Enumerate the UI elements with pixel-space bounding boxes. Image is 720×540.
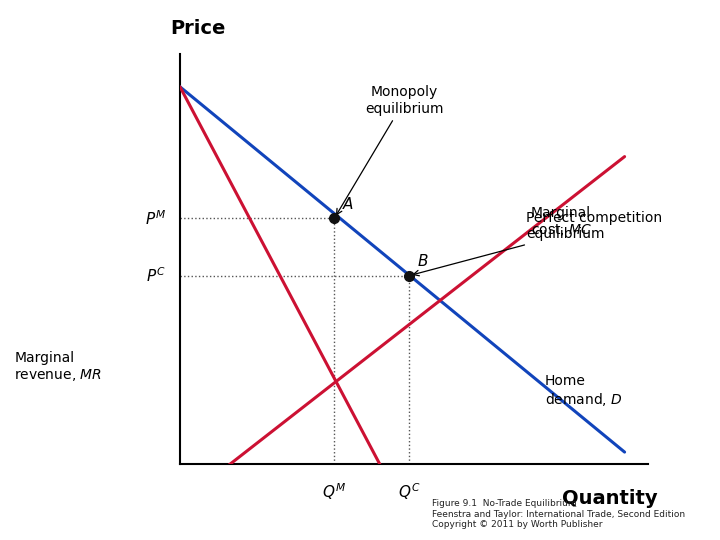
Text: $Q^C$: $Q^C$ — [398, 481, 420, 502]
Text: $P^M$: $P^M$ — [145, 209, 166, 227]
Text: $P^C$: $P^C$ — [146, 266, 166, 285]
Text: B: B — [418, 254, 428, 269]
Text: $Q^M$: $Q^M$ — [323, 481, 346, 502]
Text: Figure 9.1  No-Trade Equilibrium
Feenstra and Taylor: International Trade, Secon: Figure 9.1 No-Trade Equilibrium Feenstra… — [432, 500, 685, 529]
Text: Monopoly
equilibrium: Monopoly equilibrium — [336, 85, 444, 214]
Text: Marginal
revenue, $MR$: Marginal revenue, $MR$ — [14, 351, 103, 383]
Text: Quantity: Quantity — [562, 489, 657, 508]
Text: Perfect competition
equilibrium: Perfect competition equilibrium — [413, 211, 662, 276]
Text: Marginal
cost, $MC$: Marginal cost, $MC$ — [531, 206, 593, 238]
Text: A: A — [343, 197, 354, 212]
Text: Price: Price — [171, 18, 226, 38]
Text: Home
demand, $D$: Home demand, $D$ — [545, 374, 623, 408]
